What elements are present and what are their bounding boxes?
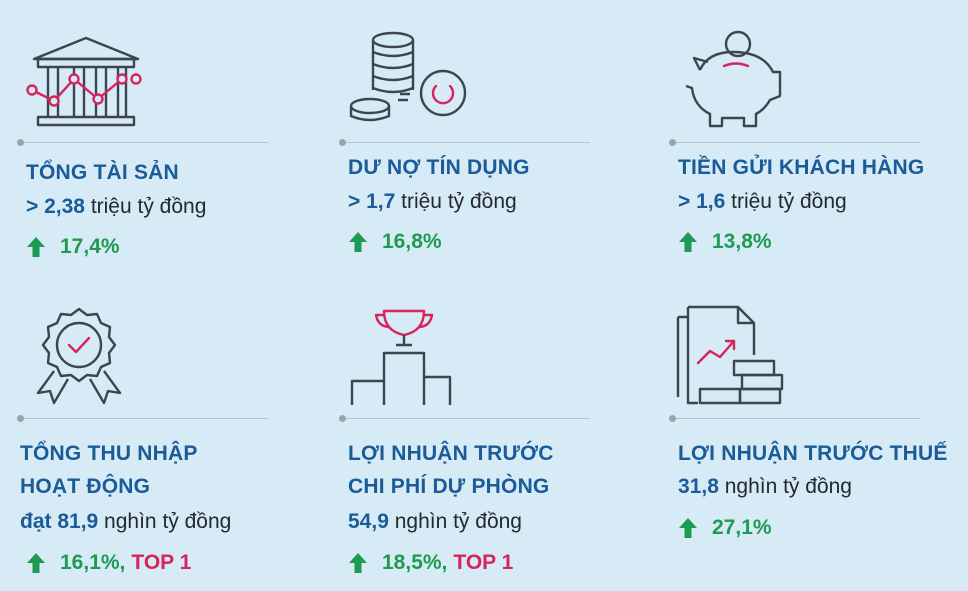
stat-value-number: đạt 81,9 xyxy=(20,510,99,533)
stat-card-total-assets: TỔNG TÀI SẢN > 2,38 triệu tỷ đồng 17,4% xyxy=(17,35,308,275)
stat-value-unit: nghìn tỷ đồng xyxy=(98,510,232,533)
award-badge-icon xyxy=(36,307,122,405)
stat-card-customer-deposits: TIỀN GỬI KHÁCH HÀNG > 1,6 triệu tỷ đồng … xyxy=(669,30,960,270)
stat-value-number: 31,8 xyxy=(678,475,719,498)
stat-growth: 16,8% xyxy=(348,230,442,254)
stat-growth: 16,1%, TOP 1 xyxy=(26,551,191,575)
stat-value-number: > 1,7 xyxy=(348,190,396,213)
stat-value: > 1,7 triệu tỷ đồng xyxy=(348,190,517,214)
stat-title: TIỀN GỬI KHÁCH HÀNG xyxy=(678,156,925,179)
stat-title: LỢI NHUẬN TRƯỚC CHI PHÍ DỰ PHÒNG xyxy=(348,442,554,498)
stat-value-unit: triệu tỷ đồng xyxy=(84,195,207,218)
stat-growth-value: 16,8% xyxy=(382,230,442,253)
piggy-bank-icon xyxy=(685,30,782,128)
stat-growth-value: 18,5%, xyxy=(382,551,448,574)
divider xyxy=(339,415,590,422)
stat-title: DƯ NỢ TÍN DỤNG xyxy=(348,156,530,179)
stat-value: > 1,6 triệu tỷ đồng xyxy=(678,190,847,214)
stat-value-unit: triệu tỷ đồng xyxy=(725,190,847,213)
arrow-up-icon xyxy=(349,232,367,252)
stat-growth-value: 27,1% xyxy=(712,516,772,539)
arrow-up-icon xyxy=(27,237,45,257)
stat-card-credit-balance: DƯ NỢ TÍN DỤNG > 1,7 triệu tỷ đồng 16,8% xyxy=(339,30,630,270)
stat-value-number: 54,9 xyxy=(348,510,389,533)
stat-title: TỔNG TÀI SẢN xyxy=(26,161,179,184)
divider xyxy=(669,139,920,146)
stat-growth: 18,5%, TOP 1 xyxy=(348,551,513,575)
stat-value-number: > 1,6 xyxy=(678,190,726,213)
rank-badge: TOP 1 xyxy=(453,551,514,574)
stat-growth-value: 16,1%, xyxy=(60,551,126,574)
arrow-up-icon xyxy=(679,232,697,252)
divider xyxy=(17,415,268,422)
stat-value: > 2,38 triệu tỷ đồng xyxy=(26,195,206,219)
stat-title: LỢI NHUẬN TRƯỚC THUẾ xyxy=(678,442,948,465)
stat-growth: 27,1% xyxy=(678,516,772,540)
bank-chart-icon xyxy=(26,36,142,127)
coins-icon xyxy=(349,31,467,122)
report-growth-icon xyxy=(676,305,784,405)
stat-card-operating-income: TỔNG THU NHẬP HOẠT ĐỘNG đạt 81,9 nghìn t… xyxy=(17,305,308,585)
arrow-up-icon xyxy=(349,553,367,573)
stat-value-number: > 2,38 xyxy=(26,195,85,218)
stat-value: đạt 81,9 nghìn tỷ đồng xyxy=(20,510,231,534)
stat-value-unit: nghìn tỷ đồng xyxy=(718,475,852,498)
stat-growth: 13,8% xyxy=(678,230,772,254)
stat-title: TỔNG THU NHẬP HOẠT ĐỘNG xyxy=(20,442,198,498)
stat-card-profit-before-tax: LỢI NHUẬN TRƯỚC THUẾ 31,8 nghìn tỷ đồng … xyxy=(669,305,960,585)
stat-value: 54,9 nghìn tỷ đồng xyxy=(348,510,522,534)
trophy-podium-icon xyxy=(350,309,452,405)
arrow-up-icon xyxy=(679,518,697,538)
stat-growth-value: 17,4% xyxy=(60,235,120,258)
rank-badge: TOP 1 xyxy=(131,551,192,574)
divider xyxy=(17,139,268,146)
stat-value-unit: nghìn tỷ đồng xyxy=(388,510,522,533)
stat-card-pre-provision-profit: LỢI NHUẬN TRƯỚC CHI PHÍ DỰ PHÒNG 54,9 ng… xyxy=(339,305,630,585)
stat-value-unit: triệu tỷ đồng xyxy=(395,190,517,213)
stat-growth-value: 13,8% xyxy=(712,230,772,253)
divider xyxy=(669,415,920,422)
stat-growth: 17,4% xyxy=(26,235,120,259)
arrow-up-icon xyxy=(27,553,45,573)
divider xyxy=(339,139,590,146)
stat-value: 31,8 nghìn tỷ đồng xyxy=(678,475,852,499)
